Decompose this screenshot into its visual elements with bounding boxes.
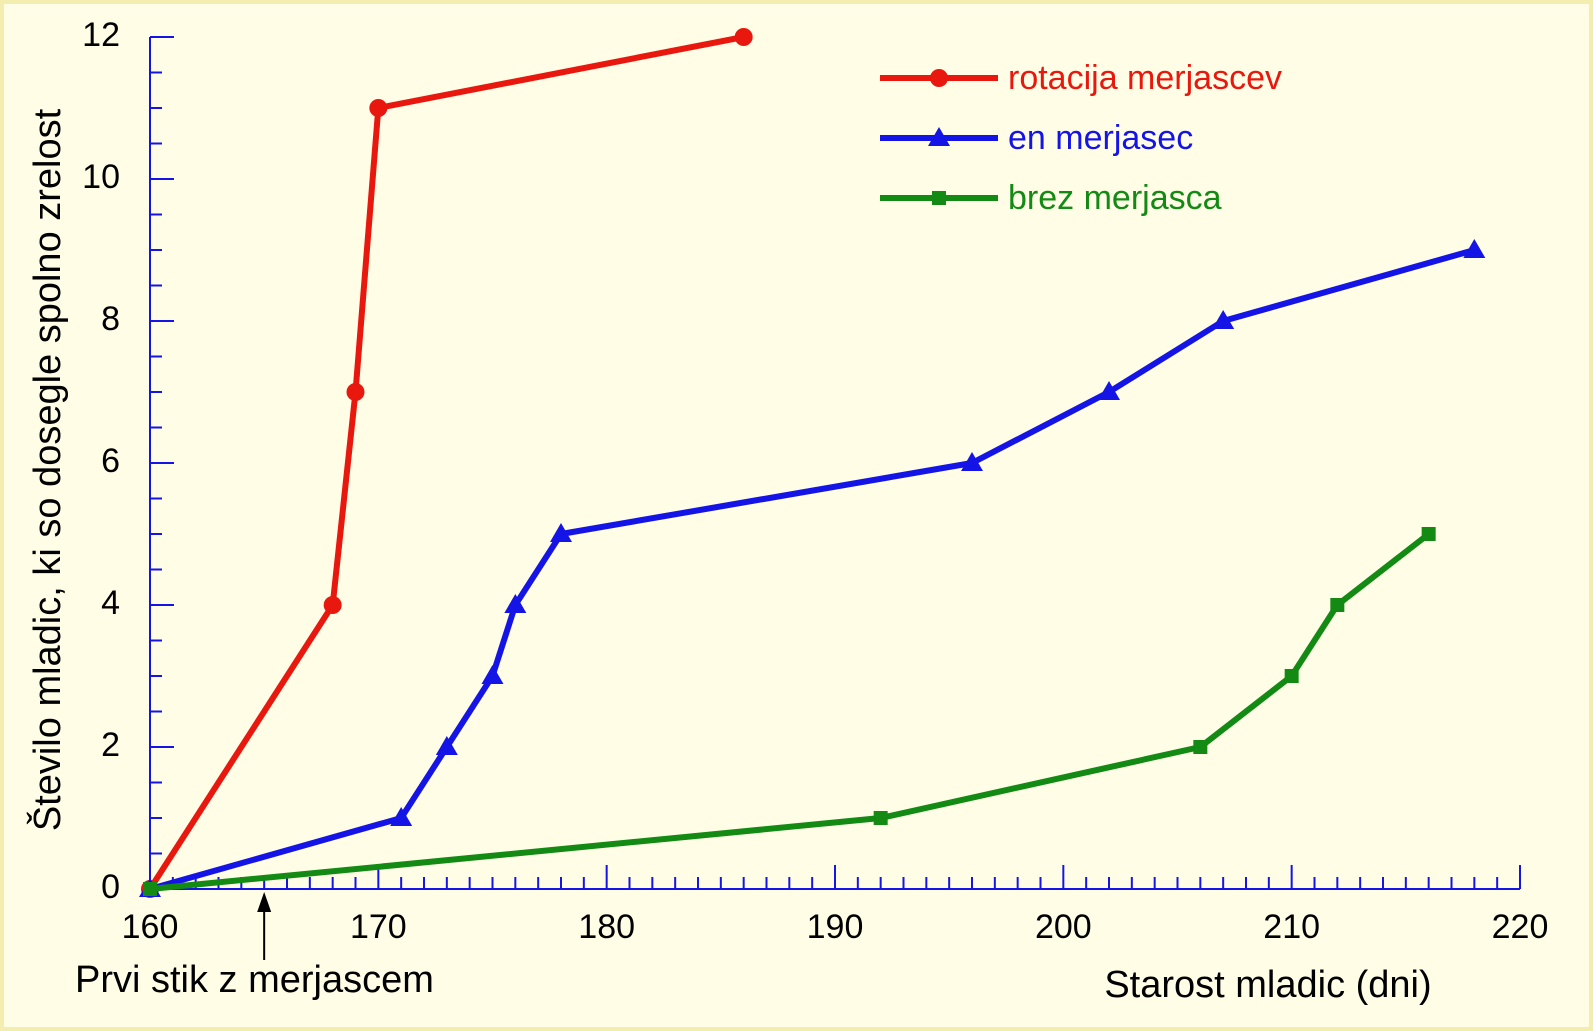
- x-tick-label: 200: [1035, 908, 1092, 946]
- data-point: [369, 99, 388, 117]
- data-point: [1463, 239, 1486, 258]
- y-tick-label: 4: [101, 584, 120, 622]
- x-tick-label: 210: [1263, 908, 1320, 946]
- legend-label: rotacija merjascev: [1008, 59, 1282, 97]
- x-tick-label: 180: [578, 908, 635, 946]
- data-point: [550, 523, 572, 542]
- x-tick-label: 160: [122, 908, 179, 946]
- data-point: [504, 594, 527, 613]
- legend-marker: [932, 191, 946, 205]
- data-point: [346, 383, 365, 401]
- data-point: [961, 452, 983, 471]
- series-line: [149, 531, 1431, 892]
- data-point: [1284, 669, 1299, 683]
- data-point: [390, 807, 413, 826]
- data-point: [734, 28, 753, 46]
- legend-marker: [930, 69, 948, 87]
- series-line: [149, 247, 1476, 892]
- data-point: [873, 811, 888, 825]
- y-tick-label: 8: [101, 300, 120, 338]
- data-point: [1098, 381, 1120, 400]
- y-tick-label: 0: [101, 868, 120, 906]
- legend-label: en merjasec: [1008, 119, 1193, 157]
- x-tick-label: 220: [1492, 908, 1549, 946]
- y-tick-label: 10: [82, 158, 120, 196]
- y-tick-label: 6: [101, 442, 120, 480]
- x-axis-label: Starost mladic (dni): [1104, 964, 1431, 1006]
- data-point: [1421, 527, 1436, 541]
- y-axis-label: Število mladic, ki so dosegle spolno zre…: [25, 108, 69, 831]
- data-point: [1193, 740, 1208, 754]
- data-point: [143, 882, 157, 896]
- x-tick-label: 170: [350, 908, 407, 946]
- legend-marker: [928, 127, 950, 146]
- data-point: [323, 596, 342, 614]
- data-point: [481, 665, 504, 684]
- data-point: [1212, 310, 1235, 329]
- x-tick-label: 190: [807, 908, 864, 946]
- data-point: [1330, 598, 1345, 612]
- data-point: [435, 736, 458, 755]
- legend-label: brez merjasca: [1008, 179, 1222, 217]
- y-tick-label: 12: [82, 16, 120, 54]
- annotation-arrowhead: [257, 892, 272, 912]
- annotation-text: Prvi stik z merjascem: [75, 959, 434, 1001]
- y-tick-label: 2: [101, 726, 120, 764]
